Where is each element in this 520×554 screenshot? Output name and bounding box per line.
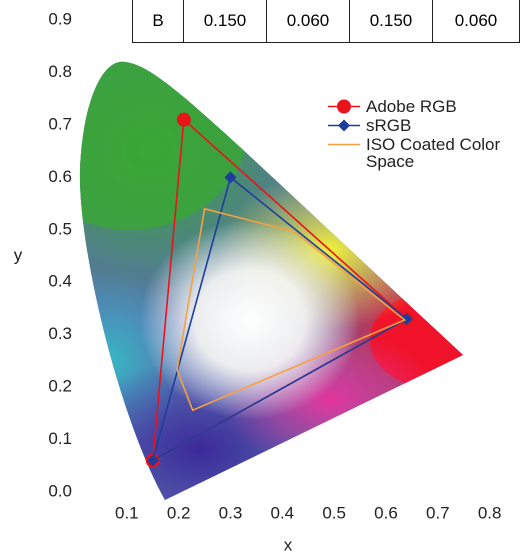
legend: Adobe RGB sRGB ISO Coated Color Space bbox=[326, 98, 506, 172]
marker bbox=[337, 100, 351, 114]
y-tick-label: 0.7 bbox=[48, 114, 72, 133]
y-tick-label: 0.9 bbox=[48, 9, 72, 28]
table-cell: 0.150 bbox=[350, 0, 433, 43]
table-cell: B bbox=[133, 0, 184, 43]
legend-entry: Adobe RGB bbox=[326, 98, 506, 115]
table-cell: 0.150 bbox=[184, 0, 267, 43]
x-tick-label: 0.2 bbox=[167, 503, 191, 522]
y-tick-label: 0.3 bbox=[48, 324, 72, 343]
y-tick-label: 0.4 bbox=[48, 272, 72, 291]
y-tick-label: 0.8 bbox=[48, 62, 72, 81]
table-cell: 0.060 bbox=[433, 0, 520, 43]
legend-label: ISO Coated Color Space bbox=[366, 136, 506, 170]
y-tick-label: 0.1 bbox=[48, 429, 72, 448]
spectral-locus bbox=[0, 0, 520, 540]
legend-icon bbox=[326, 117, 362, 134]
table-cell: 0.060 bbox=[267, 0, 350, 43]
y-tick-label: 0.5 bbox=[48, 219, 72, 238]
y-tick-label: 0.2 bbox=[48, 377, 72, 396]
legend-icon bbox=[326, 136, 362, 153]
x-axis-label: x bbox=[284, 535, 293, 554]
y-tick-label: 0.6 bbox=[48, 167, 72, 186]
marker bbox=[338, 120, 350, 132]
x-tick-label: 0.6 bbox=[374, 503, 398, 522]
y-axis-label: y bbox=[14, 245, 23, 264]
x-tick-label: 0.8 bbox=[478, 503, 502, 522]
legend-label: Adobe RGB bbox=[366, 98, 457, 115]
legend-label: sRGB bbox=[366, 117, 411, 134]
x-tick-label: 0.1 bbox=[115, 503, 139, 522]
plot: x y 0.0 0.1 0.2 0.3 0.4 0.5 0.6 0.7 0.8 0.9 0.1 0.2… bbox=[0, 0, 520, 554]
y-tick-label: 0.0 bbox=[48, 481, 72, 500]
legend-entry: sRGB bbox=[326, 117, 506, 134]
marker bbox=[177, 113, 191, 127]
chart: x y 0.0 0.1 0.2 0.3 0.4 0.5 0.6 0.7 0.8 0.9 0.1 0.2… bbox=[0, 0, 520, 554]
x-tick-label: 0.5 bbox=[322, 503, 346, 522]
x-tick-label: 0.3 bbox=[219, 503, 243, 522]
x-tick-label: 0.4 bbox=[270, 503, 294, 522]
x-tick-label: 0.7 bbox=[426, 503, 450, 522]
legend-icon bbox=[326, 98, 362, 115]
legend-entry: ISO Coated Color Space bbox=[326, 136, 506, 170]
